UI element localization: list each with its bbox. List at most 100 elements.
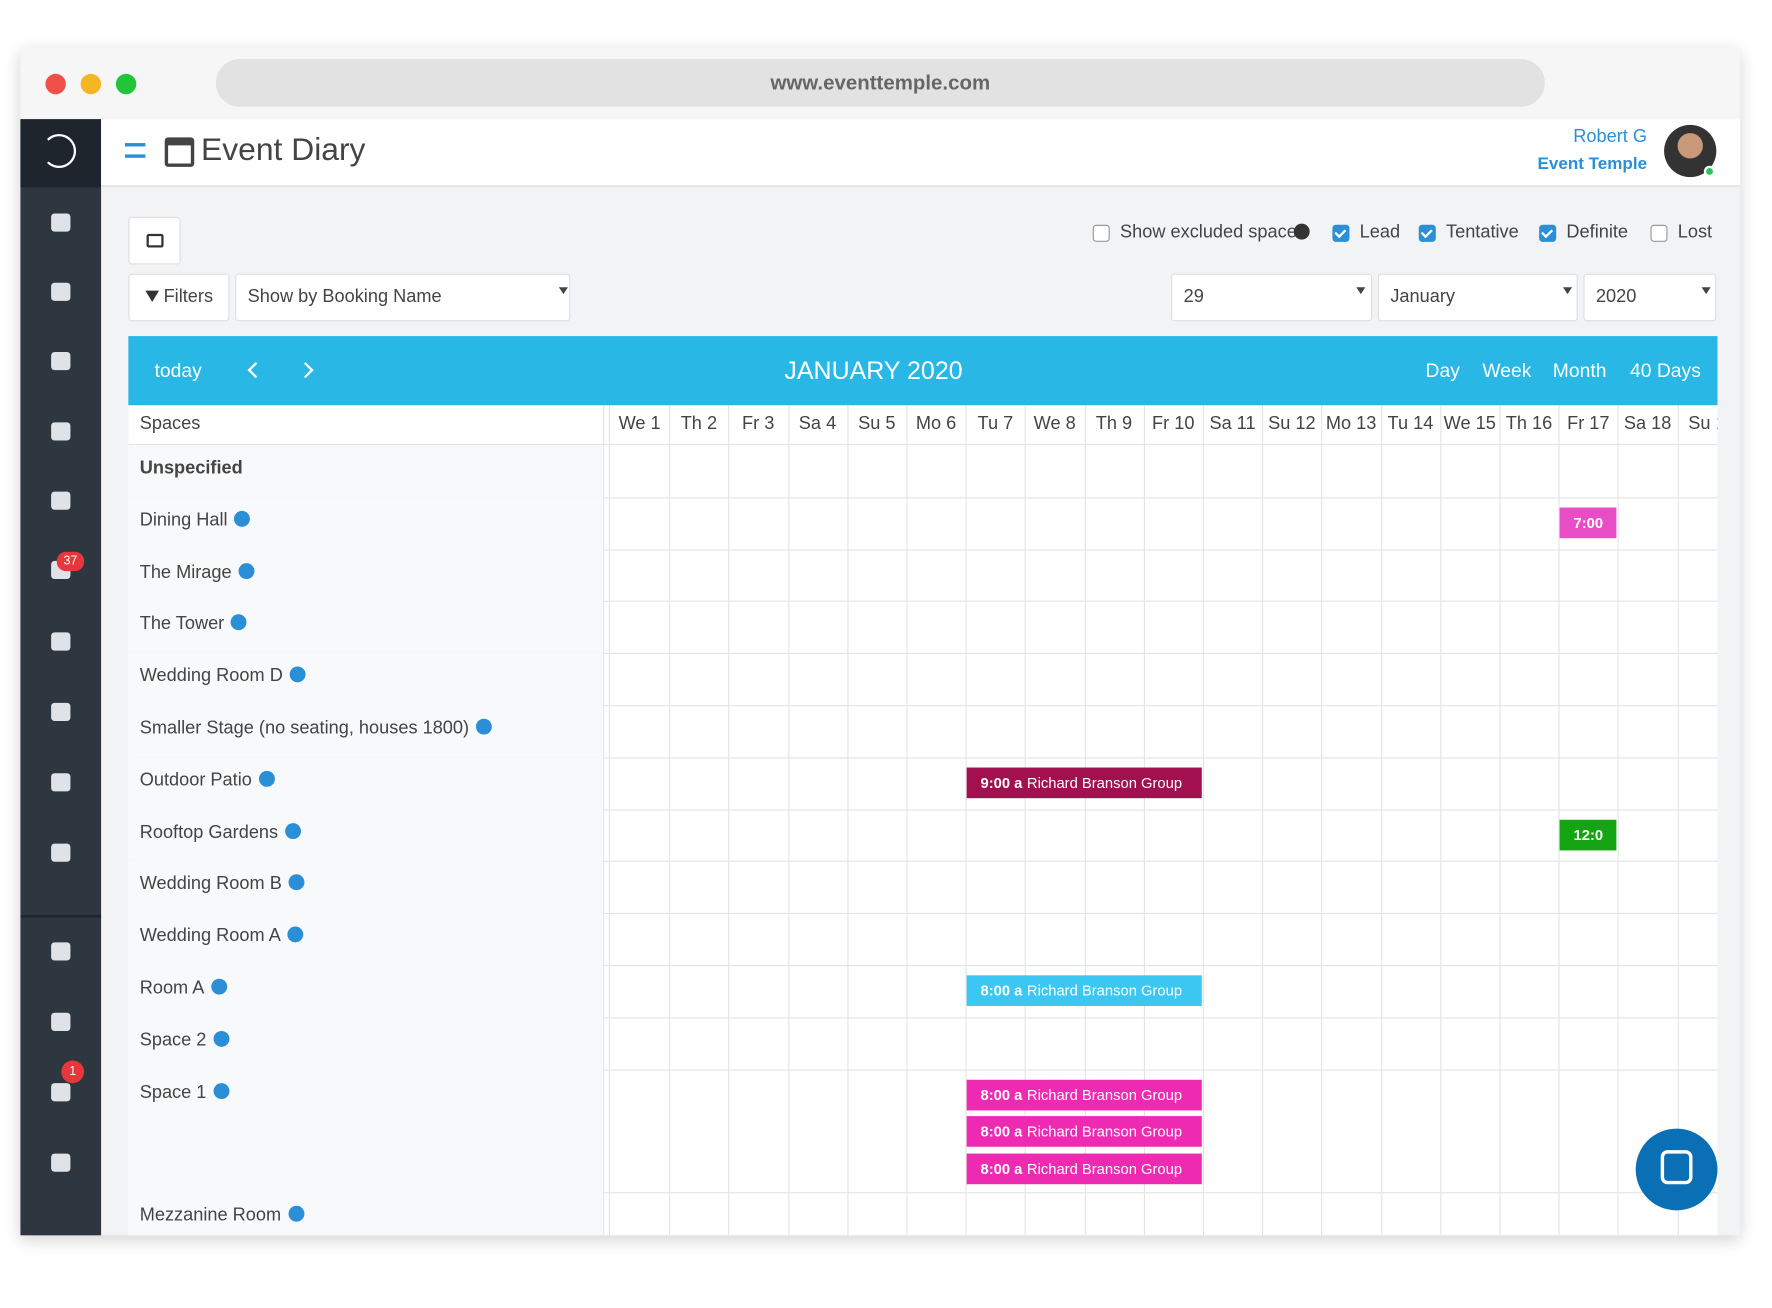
space-name[interactable]: Space 1 [140,1082,230,1103]
sidebar-icon[interactable] [51,632,71,651]
day-line [847,405,849,1236]
badge: 37 [56,551,85,572]
event[interactable]: 8:00 a Richard Branson Group [966,1116,1202,1147]
sidebar-icon[interactable] [51,843,71,862]
company: Event Temple [1537,154,1648,174]
day-line [1617,405,1620,1236]
help-icon[interactable] [238,562,255,579]
space-name[interactable]: Rooftop Gardens [140,822,301,843]
event-time: 12:0 [1573,826,1604,844]
day-line [1025,405,1027,1236]
day-header: We 15 [1443,414,1496,434]
sidebar-icon[interactable] [51,213,71,232]
help-icon[interactable] [213,1082,230,1099]
space-row-bg [128,1069,604,1192]
select-arrows [558,287,568,305]
row-line [128,913,1718,915]
view-button[interactable]: Month [1552,359,1607,382]
checkbox[interactable] [1418,224,1436,242]
day-header: We 8 [1033,414,1076,434]
sidebar-icon[interactable] [51,773,71,792]
space-row-bg [128,445,604,498]
space-name[interactable]: Space 2 [140,1030,230,1051]
checkbox[interactable] [1539,224,1557,242]
view-button[interactable]: Week [1482,359,1532,382]
day-header: Fr 10 [1152,414,1195,434]
checkbox[interactable] [1650,224,1668,242]
event[interactable]: 8:00 a Richard Branson Group [966,1079,1202,1110]
row-line [128,809,1718,811]
event-name: Richard Branson Group [1026,1086,1183,1104]
event[interactable]: 7:00 [1559,507,1617,538]
window-dot [45,73,66,95]
space-name[interactable]: Smaller Stage (no seating, houses 1800) [140,718,492,739]
menu-icon[interactable] [124,143,146,158]
calendar-bar [128,336,1718,406]
sidebar-icon[interactable] [51,942,71,961]
event[interactable]: 8:00 a Richard Branson Group [966,1153,1202,1184]
help-icon[interactable] [234,510,251,527]
space-name[interactable]: Dining Hall [140,510,251,531]
event-name: Richard Branson Group [1026,982,1183,1000]
show-by-select[interactable]: Show by Booking Name [235,273,571,322]
row-line [128,1069,1718,1071]
space-name[interactable]: The Mirage [140,562,255,583]
page-title: Event Diary [201,131,366,167]
event[interactable]: 9:00 a Richard Branson Group [966,767,1202,798]
space-row-bg [128,653,604,706]
checkbox[interactable] [1092,224,1110,242]
help-icon[interactable] [475,718,492,735]
sidebar-icon[interactable] [51,422,71,441]
space-name[interactable]: Unspecified [139,458,243,479]
filter-icon [145,290,160,303]
checkbox[interactable] [1332,224,1350,242]
help-icon[interactable] [211,978,228,995]
space-name[interactable]: The Tower [140,614,247,635]
space-row-bg [128,913,604,966]
help-icon[interactable] [289,666,306,683]
event[interactable]: 12:0 [1559,819,1617,850]
chat-button[interactable] [1635,1128,1718,1211]
day-header: Sa 11 [1209,414,1256,434]
help-icon[interactable] [288,874,305,891]
help-icon[interactable] [258,770,275,787]
space-name[interactable]: Wedding Room A [140,926,304,947]
space-name[interactable]: Wedding Room B [140,874,305,895]
sidebar-icon[interactable] [51,351,71,371]
event-time: 8:00 a [980,1123,1023,1141]
space-row-bg [128,1017,604,1070]
event-name: Richard Branson Group [1026,1123,1183,1141]
month-select[interactable]: January [1377,273,1578,322]
year-select[interactable]: 2020 [1583,273,1717,322]
sidebar-icon[interactable] [51,282,71,301]
event-time: 8:00 a [980,1086,1023,1104]
help-icon[interactable] [287,1205,304,1222]
space-name[interactable]: Outdoor Patio [140,770,275,791]
space-name[interactable]: Room A [140,978,228,999]
view-button[interactable]: 40 Days [1630,359,1701,382]
space-row-bg [128,1191,604,1236]
sidebar-icon[interactable] [51,1012,71,1031]
sidebar-icon[interactable] [51,491,71,510]
today-button[interactable]: today [154,359,202,382]
help-icon[interactable] [284,822,301,839]
help-icon[interactable] [231,614,247,631]
help-icon[interactable] [213,1030,230,1047]
checkbox-label: Lead [1359,222,1401,242]
row-line [128,965,1718,967]
day-select[interactable]: 29 [1171,273,1373,322]
day-header: Tu 14 [1387,414,1434,434]
filters-button[interactable]: Filters [128,273,230,322]
day-line [1499,405,1501,1236]
view-button[interactable]: Day [1425,359,1460,382]
sidebar-icon[interactable] [51,1153,71,1172]
sidebar-icon[interactable] [51,702,71,721]
space-name[interactable]: Wedding Room D [140,666,306,687]
help-icon[interactable] [287,926,304,943]
space-name[interactable]: Mezzanine Room [140,1205,304,1225]
event[interactable]: 8:00 a Richard Branson Group [966,975,1202,1006]
event-time: 9:00 a [980,774,1023,792]
print-button[interactable] [128,216,181,265]
sidebar-icon[interactable] [51,1083,71,1102]
